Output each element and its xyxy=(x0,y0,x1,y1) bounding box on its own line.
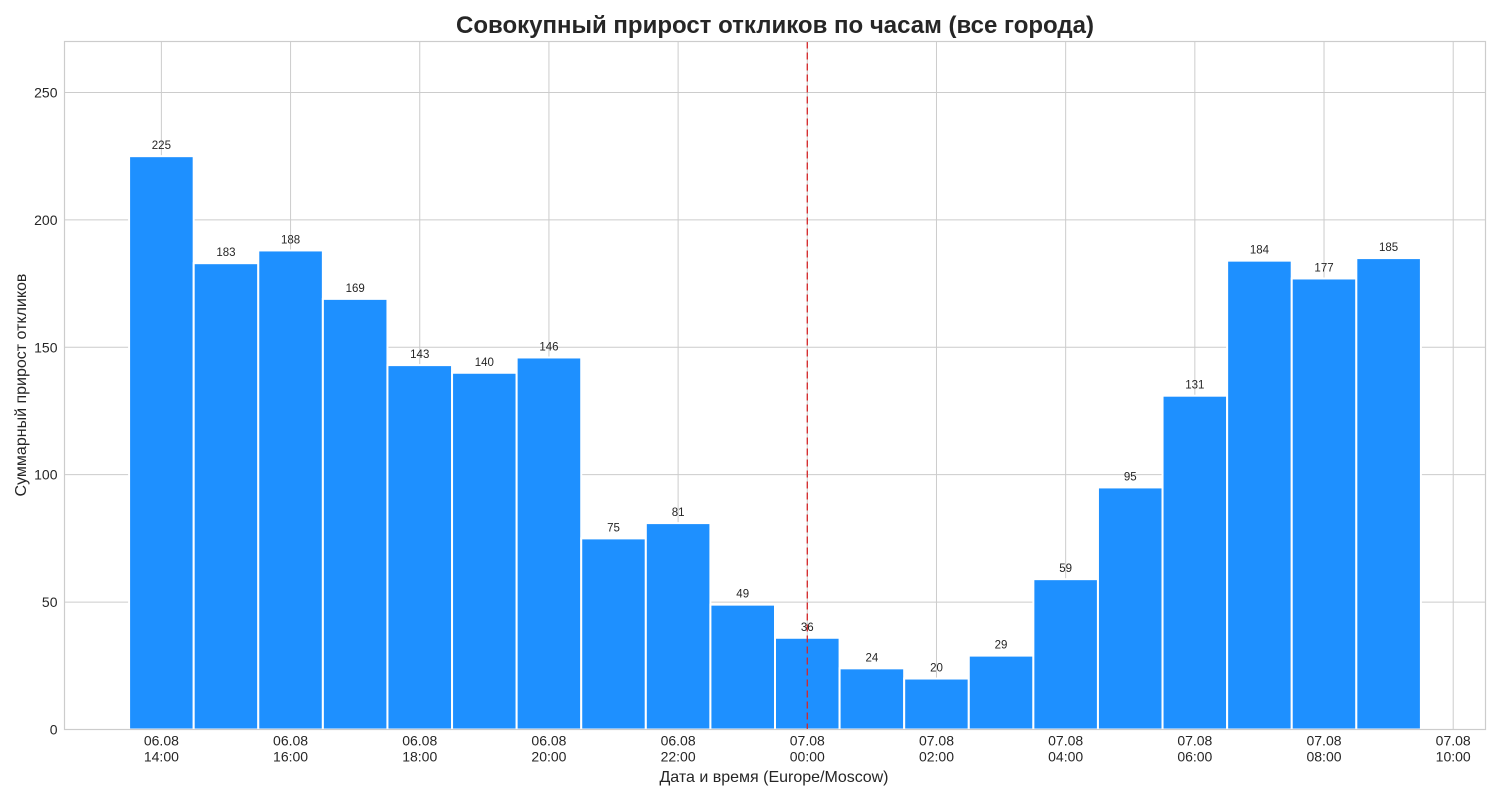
bar xyxy=(386,364,454,731)
bar xyxy=(709,603,777,731)
x-tick-label: 07.08 04:00 xyxy=(1048,733,1083,765)
x-tick-label: 07.08 02:00 xyxy=(919,733,954,765)
bar xyxy=(644,522,712,731)
y-tick-label: 250 xyxy=(34,84,58,100)
data-labels: 225 183 188 169 143 140 146 75 81 49 36 24 20 29 59 95 1… xyxy=(152,140,1398,674)
y-tick-label: 50 xyxy=(42,594,58,610)
x-tick-label: 06.08 16:00 xyxy=(273,733,308,765)
bar xyxy=(967,654,1035,731)
y-tick-label: 150 xyxy=(34,339,58,355)
x-tick-label: 07.08 08:00 xyxy=(1306,733,1341,765)
bar xyxy=(1290,277,1358,731)
bar xyxy=(1226,259,1293,731)
bar-value-label: 20 xyxy=(930,663,943,675)
y-tick-label: 200 xyxy=(34,212,58,228)
bar-value-label: 24 xyxy=(865,652,878,664)
bar-value-label: 29 xyxy=(995,640,1008,652)
bar-value-label: 177 xyxy=(1314,262,1333,274)
bar-value-label: 140 xyxy=(475,357,494,369)
x-tick-label: 07.08 10:00 xyxy=(1436,733,1471,765)
bar xyxy=(1355,257,1422,731)
x-tick-label: 06.08 20:00 xyxy=(531,733,566,765)
bar xyxy=(321,297,389,731)
bar-value-label: 36 xyxy=(801,622,814,634)
bar-value-label: 169 xyxy=(346,283,365,295)
x-axis-label: Дата и время (Europe/Moscow) xyxy=(659,769,888,786)
bar-value-label: 185 xyxy=(1379,242,1398,254)
x-tick-label: 06.08 14:00 xyxy=(144,733,179,765)
chart-title: Совокупный прирост откликов по часам (вс… xyxy=(456,12,1094,39)
plot-frame xyxy=(63,40,1487,731)
x-axis-ticks: 06.08 14:00 06.08 16:00 06.08 18:00 06.08 20:00… xyxy=(144,733,1471,765)
bar xyxy=(838,667,906,731)
bar-value-label: 146 xyxy=(539,341,558,353)
bar xyxy=(192,262,260,731)
x-tick-label: 07.08 06:00 xyxy=(1177,733,1212,765)
bar-value-label: 184 xyxy=(1250,245,1270,257)
bar-value-label: 225 xyxy=(152,140,171,152)
bar-value-label: 49 xyxy=(736,589,749,601)
bar xyxy=(257,249,324,731)
y-axis-ticks: 0 50 100 150 200 250 xyxy=(34,84,58,737)
y-tick-label: 100 xyxy=(34,467,58,483)
bar-value-label: 143 xyxy=(410,349,429,361)
x-tick-label: 06.08 22:00 xyxy=(661,733,696,765)
bar-value-label: 81 xyxy=(672,507,685,519)
bar-value-label: 75 xyxy=(607,522,620,534)
bar xyxy=(515,356,583,731)
bars xyxy=(128,155,1422,731)
bar-value-label: 183 xyxy=(216,247,235,259)
bar-value-label: 131 xyxy=(1185,380,1204,392)
bar xyxy=(1032,578,1099,731)
x-tick-label: 06.08 18:00 xyxy=(402,733,437,765)
bar xyxy=(451,371,518,731)
bar xyxy=(1161,394,1229,731)
bar-value-label: 59 xyxy=(1059,563,1072,575)
y-axis-label: Суммарный прирост откликов xyxy=(13,274,30,497)
bar-value-label: 95 xyxy=(1124,471,1137,483)
bar-value-label: 188 xyxy=(281,234,300,246)
x-tick-label: 07.08 00:00 xyxy=(790,733,825,765)
bar xyxy=(903,677,970,731)
y-tick-label: 0 xyxy=(50,722,58,738)
bar xyxy=(580,537,647,731)
bar xyxy=(1096,486,1164,731)
bar xyxy=(128,155,195,731)
